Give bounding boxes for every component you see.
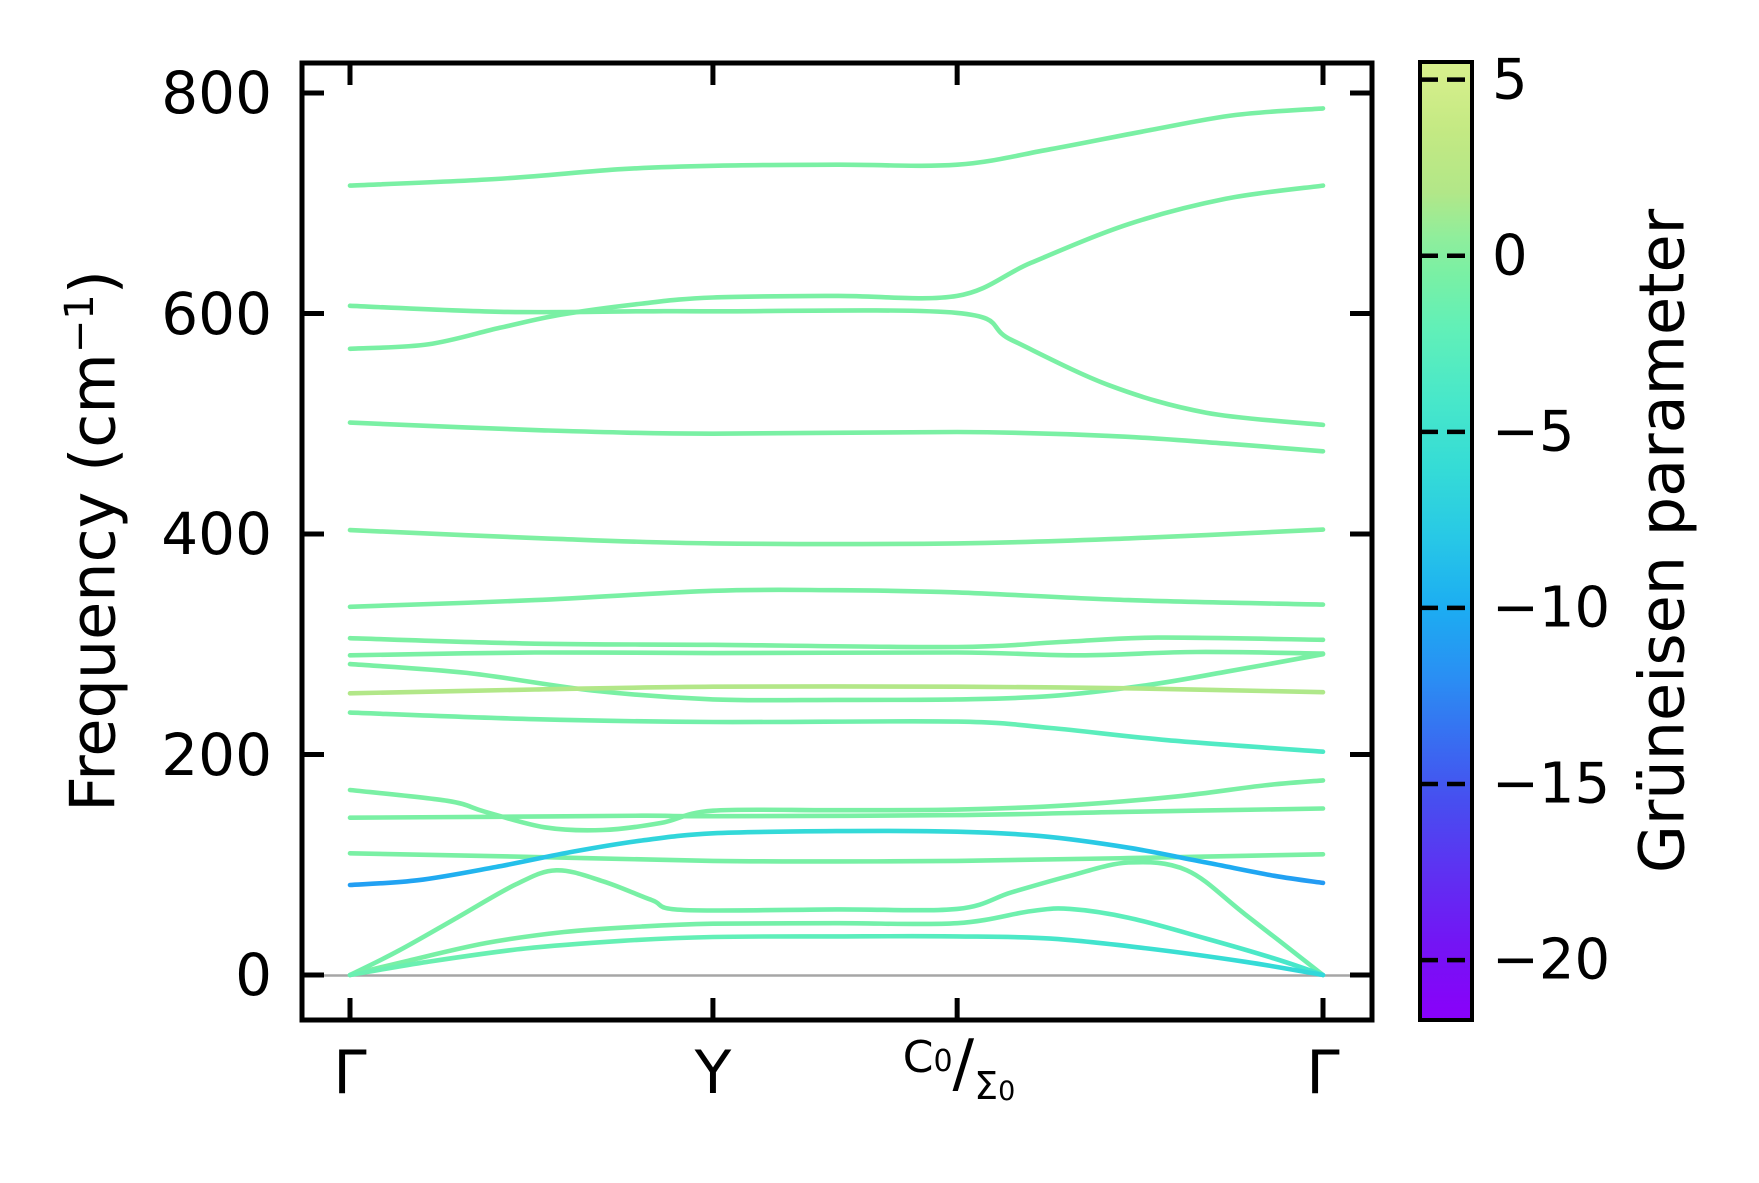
band-7 <box>347 635 1326 650</box>
x-tick-gamma-right: Γ <box>1306 1038 1340 1108</box>
axis-ticks <box>302 63 1372 1020</box>
slash-separator: / <box>952 1027 975 1101</box>
colorbar-tick-label: −5 <box>1492 399 1575 465</box>
band-16 <box>347 859 1326 978</box>
band-6 <box>347 587 1326 610</box>
x-tick-c0-sigma0: C 0/Σ 0 <box>902 1027 1016 1108</box>
band-8 <box>347 649 1326 658</box>
plot-frame <box>299 60 1375 1023</box>
band-2 <box>347 183 1326 352</box>
colorbar-tick-label: −15 <box>1492 751 1611 817</box>
y-tick-label: 200 <box>161 720 272 789</box>
band-4 <box>347 420 1326 454</box>
colorbar-outline <box>1418 60 1474 1022</box>
colorbar-ticks <box>1420 77 1465 963</box>
band-5 <box>347 527 1326 547</box>
band-11 <box>347 710 1326 754</box>
y-axis-label-close: ) <box>56 270 130 295</box>
band-17 <box>347 906 1326 978</box>
sigma-letter: Σ <box>974 1064 999 1108</box>
band-12 <box>347 778 1326 833</box>
band-18 <box>347 933 1326 978</box>
band-13 <box>347 806 1326 820</box>
band-3 <box>347 303 1326 428</box>
y-tick-label: 600 <box>161 279 272 348</box>
c0-letter: C <box>902 1032 934 1083</box>
colorbar-axis-label: Grüneisen parameter <box>1625 208 1699 874</box>
x-tick-gamma-left: Γ <box>333 1038 367 1108</box>
band-15 <box>347 828 1326 888</box>
y-axis-label-text: Frequency (cm <box>56 353 130 812</box>
y-axis-label: Frequency (cm−1) <box>57 270 130 812</box>
sigma-subscript: 0 <box>998 1076 1016 1107</box>
colorbar-tick-label: 0 <box>1492 223 1528 289</box>
band-10 <box>347 684 1326 696</box>
band-curves <box>347 106 1326 978</box>
colorbar-gradient <box>1420 62 1472 1020</box>
y-tick-label: 0 <box>235 941 272 1009</box>
colorbar-tick-label: 5 <box>1492 47 1528 113</box>
x-tick-y: Y <box>694 1038 732 1108</box>
band-9 <box>347 651 1326 703</box>
y-axis-label-exponent: −1 <box>56 294 103 354</box>
colorbar-tick-label: −20 <box>1492 927 1611 993</box>
y-tick-label: 800 <box>161 59 272 127</box>
y-tick-label: 400 <box>161 500 272 568</box>
colorbar-tick-label: −10 <box>1492 575 1611 641</box>
c0-subscript: 0 <box>933 1044 953 1079</box>
band-1 <box>347 106 1326 188</box>
